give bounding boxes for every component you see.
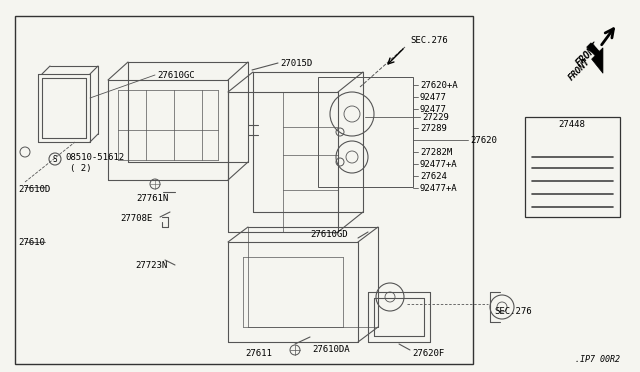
Text: 27624: 27624 xyxy=(420,171,447,180)
Text: 27620F: 27620F xyxy=(412,350,444,359)
Text: S: S xyxy=(52,154,58,164)
Text: 27610DA: 27610DA xyxy=(312,346,349,355)
Text: 27708E: 27708E xyxy=(120,214,152,222)
Text: ( 2): ( 2) xyxy=(70,164,92,173)
Text: 27015D: 27015D xyxy=(280,58,312,67)
Text: 92477: 92477 xyxy=(420,93,447,102)
Text: 27723N: 27723N xyxy=(135,262,167,270)
Text: 27620+A: 27620+A xyxy=(420,80,458,90)
Text: 27289: 27289 xyxy=(420,124,447,132)
Bar xyxy=(15,16,473,364)
Text: 92477: 92477 xyxy=(420,105,447,113)
Text: 27610D: 27610D xyxy=(18,185,51,193)
Text: 27610: 27610 xyxy=(18,237,45,247)
Text: FRONT: FRONT xyxy=(574,40,602,68)
Text: SEC.276: SEC.276 xyxy=(494,308,532,317)
Text: 27282M: 27282M xyxy=(420,148,452,157)
Polygon shape xyxy=(587,43,603,73)
Text: 27229: 27229 xyxy=(422,112,449,122)
Text: 27610GC: 27610GC xyxy=(157,71,195,80)
Text: 27620: 27620 xyxy=(470,135,497,144)
Text: 27610GD: 27610GD xyxy=(310,230,348,238)
Text: 92477+A: 92477+A xyxy=(420,183,458,192)
Bar xyxy=(318,77,413,187)
Text: SEC.276: SEC.276 xyxy=(410,35,447,45)
Text: 08510-51612: 08510-51612 xyxy=(65,153,124,161)
Text: 27611: 27611 xyxy=(245,350,272,359)
Text: 27448: 27448 xyxy=(559,119,586,128)
Text: .IP7 00R2: .IP7 00R2 xyxy=(575,356,620,365)
Text: 27761N: 27761N xyxy=(136,193,168,202)
Text: 92477+A: 92477+A xyxy=(420,160,458,169)
Bar xyxy=(525,117,620,217)
Text: FRONT: FRONT xyxy=(567,57,593,83)
